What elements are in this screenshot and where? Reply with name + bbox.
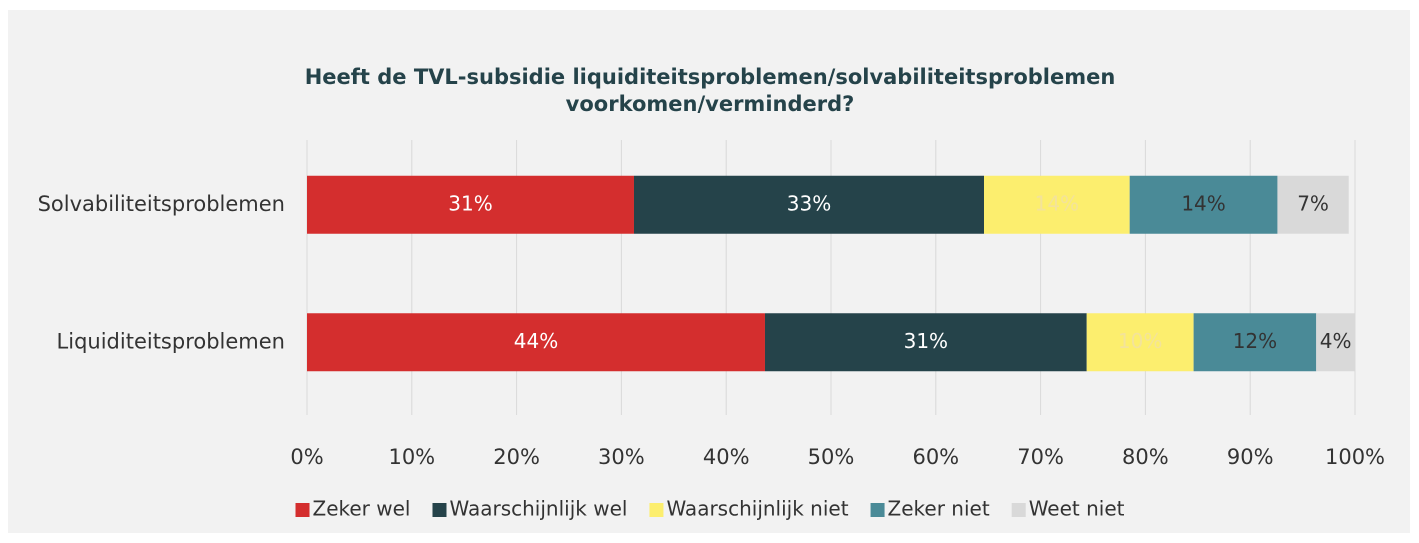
- data-label: 31%: [448, 191, 492, 215]
- data-label: 33%: [787, 191, 831, 215]
- data-label: 4%: [1320, 329, 1352, 353]
- legend-swatch: [649, 503, 664, 517]
- bar-segment: [1129, 175, 1278, 234]
- chart-title: Heeft de TVL-subsidie liquiditeitsproble…: [305, 65, 1116, 89]
- x-tick-label: 80%: [1122, 445, 1169, 469]
- bar-segment: [1086, 313, 1194, 372]
- bar-segment: [307, 313, 765, 372]
- legend-label: Weet niet: [1029, 497, 1125, 521]
- data-label: 14%: [1181, 191, 1225, 215]
- legend-label: Waarschijnlijk niet: [666, 497, 848, 521]
- x-tick-label: 20%: [493, 445, 540, 469]
- legend-label: Zeker wel: [313, 497, 411, 521]
- x-tick-label: 0%: [290, 445, 323, 469]
- legend-swatch: [432, 503, 447, 517]
- x-tick-label: 50%: [808, 445, 855, 469]
- x-tick-label: 100%: [1325, 445, 1385, 469]
- x-tick-label: 60%: [912, 445, 959, 469]
- legend-swatch: [1011, 503, 1026, 517]
- y-tick-label: Liquiditeitsproblemen: [57, 329, 285, 353]
- data-label: 14%: [1035, 191, 1079, 215]
- bar-segment: [633, 175, 985, 234]
- data-label: 44%: [514, 329, 558, 353]
- x-tick-label: 70%: [1017, 445, 1064, 469]
- x-tick-label: 10%: [388, 445, 435, 469]
- legend-label: Zeker niet: [888, 497, 990, 521]
- bar-segment: [307, 175, 634, 234]
- legend-swatch: [295, 503, 310, 517]
- bar-segment: [1277, 175, 1349, 234]
- data-label: 12%: [1233, 329, 1277, 353]
- chart-title: voorkomen/verminderd?: [566, 92, 855, 116]
- x-tick-label: 90%: [1227, 445, 1274, 469]
- bar-segment: [1316, 313, 1355, 372]
- x-tick-label: 40%: [703, 445, 750, 469]
- data-label: 10%: [1118, 329, 1162, 353]
- bar-segment: [1193, 313, 1317, 372]
- bar-segment: [984, 175, 1130, 234]
- data-label: 7%: [1297, 191, 1329, 215]
- data-label: 31%: [904, 329, 948, 353]
- y-tick-label: Solvabiliteitsproblemen: [38, 192, 285, 216]
- bar-segment: [764, 313, 1087, 372]
- legend-label: Waarschijnlijk wel: [449, 497, 627, 521]
- x-tick-label: 30%: [598, 445, 645, 469]
- chart-background: [8, 10, 1410, 533]
- legend-swatch: [870, 503, 885, 517]
